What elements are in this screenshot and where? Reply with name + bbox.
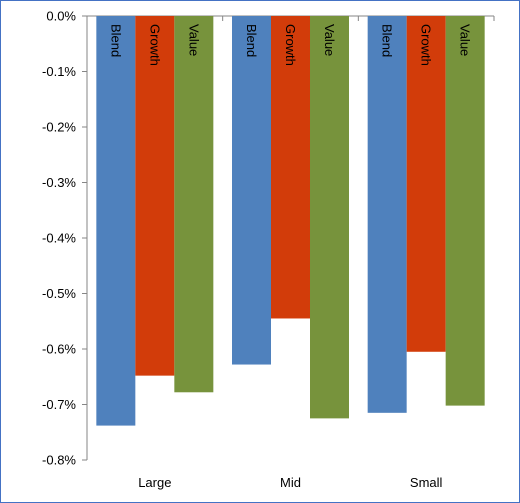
bar-label-growth: Growth [419, 24, 434, 66]
bar-small-blend [367, 16, 407, 413]
category-label-mid: Mid [280, 475, 301, 490]
bar-small-growth [406, 16, 446, 352]
y-tick-label: -0.1% [42, 64, 76, 79]
y-tick-label: -0.8% [42, 453, 76, 468]
category-label-large: Large [138, 475, 171, 490]
y-tick-label: -0.7% [42, 397, 76, 412]
category-label-small: Small [410, 475, 443, 490]
y-tick-label: -0.2% [42, 120, 76, 135]
bar-mid-blend [232, 16, 271, 365]
bar-label-value: Value [458, 24, 473, 56]
bar-large-growth [135, 16, 175, 376]
bar-large-value [174, 16, 214, 393]
bar-small-value [445, 16, 485, 406]
labels: 0.0% -0.1% -0.2% -0.3% -0.4% -0.5% -0.6% -0.7% -… [42, 9, 473, 491]
bar-label-growth: Growth [147, 24, 162, 66]
y-tick-label: -0.4% [42, 231, 76, 246]
bar-mid-growth [271, 16, 310, 319]
bar-mid-value [310, 16, 349, 419]
bars [96, 16, 485, 426]
bar-label-blend: Blend [380, 24, 395, 57]
y-tick-label: -0.6% [42, 342, 76, 357]
bar-label-growth: Growth [283, 24, 298, 66]
y-tick-label: 0.0% [46, 9, 76, 24]
bar-label-blend: Blend [108, 24, 123, 57]
y-tick-label: -0.5% [42, 286, 76, 301]
bar-label-value: Value [322, 24, 337, 56]
bar-label-value: Value [186, 24, 201, 56]
y-tick-label: -0.3% [42, 175, 76, 190]
bar-label-blend: Blend [244, 24, 259, 57]
bar-large-blend [96, 16, 136, 426]
